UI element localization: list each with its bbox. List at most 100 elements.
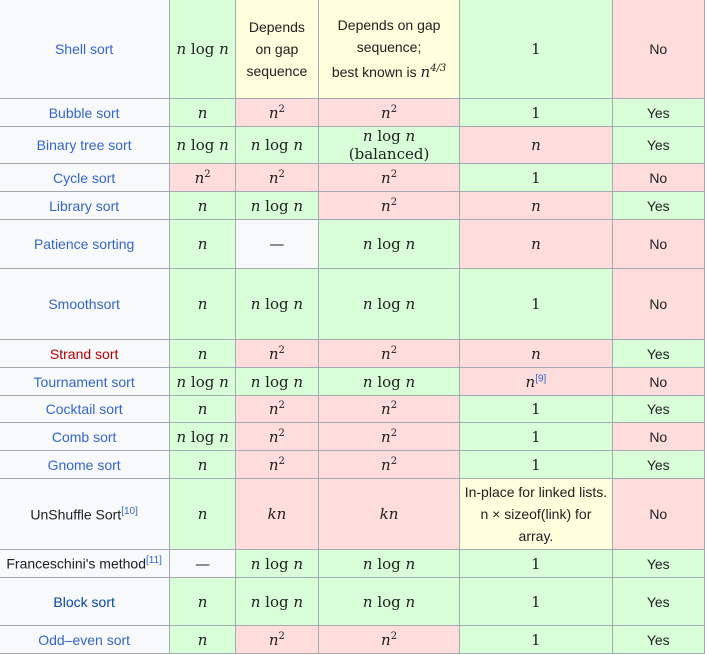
best-case-value: n2: [194, 168, 211, 187]
best-case-cell: n log n: [169, 422, 236, 451]
best-case-value: n: [197, 592, 208, 611]
algorithm-link[interactable]: Strand sort: [49, 345, 119, 362]
algorithm-link[interactable]: Cycle sort: [53, 169, 116, 186]
memory-cell: n: [459, 191, 613, 220]
average-case-cell: n log n: [234, 549, 319, 578]
worst-case-value: Depends on gap sequence; best known is n4…: [331, 17, 447, 81]
algorithm-link[interactable]: Binary tree sort: [36, 137, 132, 153]
average-case-cell: n log n: [234, 577, 319, 626]
algorithm-name-cell: Patience sorting: [0, 219, 171, 269]
worst-case-value: n2: [381, 344, 398, 363]
memory-value: n: [525, 372, 536, 391]
memory-value: 1: [531, 400, 541, 418]
worst-case-value: n log n: [362, 554, 416, 573]
stable-cell: No: [611, 0, 706, 99]
best-case-value: n: [197, 196, 208, 215]
average-case-cell: n log n: [234, 268, 319, 340]
worst-case-value: n log n: [362, 372, 416, 391]
reference-link[interactable]: [9]: [535, 372, 547, 384]
stable-cell: No: [611, 219, 706, 269]
memory-value: 1: [531, 295, 541, 313]
average-case-value: n2: [268, 630, 285, 649]
best-case-cell: n log n: [169, 126, 236, 164]
algorithm-link[interactable]: UnShuffle Sort: [30, 506, 122, 523]
memory-value: 1: [531, 103, 541, 122]
reference-link[interactable]: [10]: [121, 505, 138, 517]
memory-value: n: [531, 196, 541, 215]
memory-cell: 1: [459, 163, 613, 192]
stable-cell: No: [611, 478, 706, 550]
best-case-value: n: [197, 400, 208, 418]
best-case-value: n: [197, 455, 208, 474]
best-case-cell: n: [169, 191, 236, 220]
average-case-value: Depends on gap sequence: [246, 18, 308, 79]
worst-case-cell: n2: [317, 339, 461, 368]
algorithm-name-cell: Cycle sort: [0, 163, 171, 192]
algorithm-name-cell: Comb sort: [0, 422, 171, 451]
stable-value: No: [649, 506, 668, 522]
average-case-cell: —: [234, 219, 319, 269]
worst-case-value: n log n: [362, 295, 416, 313]
best-case-value: n: [197, 295, 208, 313]
stable-value: Yes: [646, 456, 670, 473]
stable-value: No: [649, 236, 668, 252]
algorithm-link[interactable]: Shell sort: [54, 40, 114, 57]
average-case-value: n log n: [250, 372, 304, 391]
worst-case-value: n2: [381, 168, 398, 187]
table-row: Patience sorting n — n log n n No: [0, 219, 706, 269]
worst-case-value: n2: [381, 630, 398, 649]
reference-link[interactable]: [11]: [145, 555, 162, 567]
algorithm-link[interactable]: Patience sorting: [33, 236, 135, 252]
algorithm-link[interactable]: Smoothsort: [48, 296, 120, 312]
stable-cell: No: [611, 422, 706, 451]
worst-case-cell: n log n: [317, 549, 461, 578]
memory-cell: In-place for linked lists. n × sizeof(li…: [459, 478, 613, 550]
algorithm-link[interactable]: Library sort: [49, 197, 120, 214]
worst-case-value: n log n (balanced): [348, 127, 430, 163]
algorithm-link[interactable]: Comb sort: [51, 428, 117, 445]
algorithm-link[interactable]: Bubble sort: [48, 104, 120, 121]
algorithm-link[interactable]: Gnome sort: [47, 456, 121, 473]
memory-value: 1: [531, 630, 541, 649]
average-case-value: n log n: [250, 295, 304, 313]
algorithm-name-cell: Shell sort: [0, 0, 171, 99]
worst-case-cell: n log n: [317, 219, 461, 269]
memory-cell: 1: [459, 625, 613, 654]
best-case-value: n log n: [176, 136, 229, 154]
algorithm-link[interactable]: Cocktail sort: [45, 401, 123, 417]
algorithm-name-cell: Tournament sort: [0, 367, 171, 396]
best-case-value: n: [197, 235, 208, 253]
memory-value: n: [531, 344, 541, 363]
memory-cell: 1: [459, 395, 613, 423]
best-case-cell: n2: [169, 163, 236, 192]
algorithm-name-cell: Gnome sort: [0, 450, 171, 479]
stable-value: No: [649, 169, 668, 186]
algorithm-link[interactable]: Block sort: [53, 593, 115, 610]
best-case-cell: n log n: [169, 367, 236, 396]
average-case-value: kn: [267, 505, 287, 523]
algorithm-link[interactable]: Franceschini's method: [6, 555, 146, 572]
algorithm-link[interactable]: Odd–even sort: [38, 631, 131, 648]
stable-value: Yes: [646, 593, 670, 610]
best-case-cell: n: [169, 339, 236, 368]
best-case-cell: n: [169, 450, 236, 479]
algorithm-name-cell: UnShuffle Sort[10]: [0, 478, 171, 550]
average-case-value: n log n: [250, 592, 304, 611]
table-row: Strand sort n n2 n2 n Yes: [0, 339, 706, 368]
average-case-value: n log n: [250, 196, 304, 215]
memory-value: 1: [531, 554, 541, 573]
best-case-cell: n: [169, 219, 236, 269]
stable-value: Yes: [646, 137, 670, 153]
stable-value: Yes: [646, 555, 670, 572]
memory-value: 1: [531, 455, 541, 474]
algorithm-link[interactable]: Tournament sort: [33, 373, 135, 390]
average-case-cell: n2: [234, 450, 319, 479]
average-case-value: n log n: [250, 554, 304, 573]
average-case-cell: n2: [234, 339, 319, 368]
stable-value: No: [649, 40, 668, 57]
average-case-value: n log n: [250, 136, 304, 154]
worst-case-cell: n log n: [317, 577, 461, 626]
memory-cell: 1: [459, 549, 613, 578]
average-case-cell: n log n: [234, 191, 319, 220]
best-case-value: n log n: [176, 427, 229, 446]
